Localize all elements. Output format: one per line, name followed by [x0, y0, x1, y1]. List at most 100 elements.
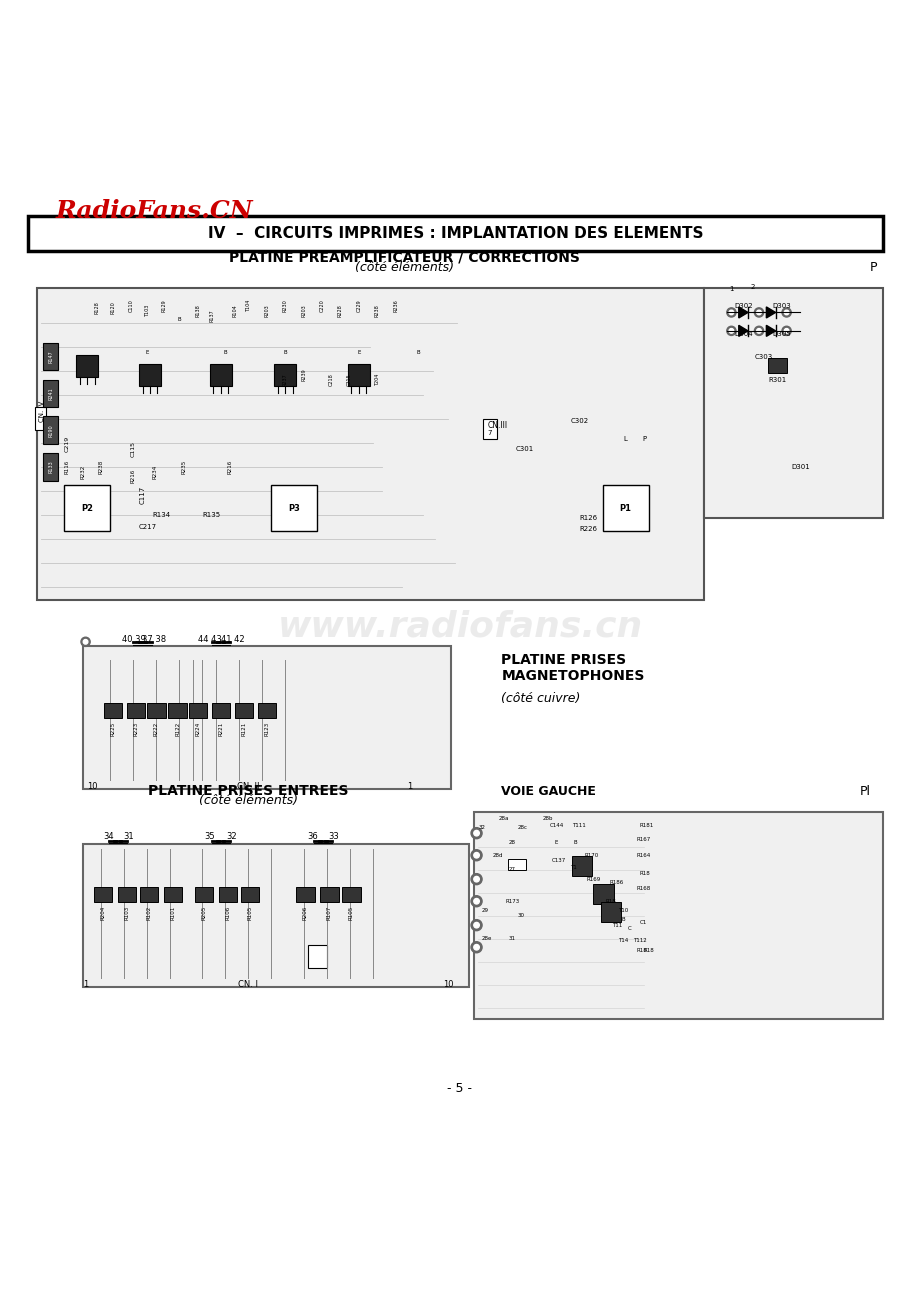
Bar — [127, 703, 145, 719]
Text: 28d: 28d — [492, 853, 502, 858]
Circle shape — [784, 328, 789, 333]
Text: R236: R236 — [392, 299, 398, 312]
Text: (côté éléments): (côté éléments) — [355, 260, 454, 273]
Text: E: E — [357, 349, 360, 354]
Text: 31: 31 — [123, 832, 134, 841]
Circle shape — [473, 898, 479, 904]
Text: R221: R221 — [218, 723, 223, 737]
Text: VOIE GAUCHE: VOIE GAUCHE — [501, 785, 596, 798]
Circle shape — [473, 853, 479, 858]
Circle shape — [471, 919, 482, 931]
Circle shape — [756, 310, 761, 315]
Bar — [211, 703, 230, 719]
Text: P: P — [641, 436, 645, 443]
Bar — [104, 703, 122, 719]
Text: C301: C301 — [515, 445, 533, 452]
Text: R18: R18 — [636, 948, 647, 953]
Bar — [94, 888, 112, 902]
Text: R122: R122 — [175, 723, 180, 737]
Text: R169: R169 — [586, 876, 600, 881]
Text: C215: C215 — [346, 374, 352, 385]
Text: R225: R225 — [110, 723, 116, 737]
Text: R226: R226 — [579, 526, 597, 531]
Text: R106: R106 — [225, 906, 231, 921]
Text: R129: R129 — [161, 299, 166, 312]
Circle shape — [754, 307, 763, 318]
Text: D301: D301 — [790, 464, 809, 470]
Text: R138: R138 — [195, 305, 200, 316]
Text: R228: R228 — [337, 305, 343, 316]
Text: R223: R223 — [133, 723, 139, 737]
Text: 2: 2 — [750, 284, 754, 289]
Text: R167: R167 — [636, 837, 650, 842]
Bar — [195, 888, 213, 902]
Text: 10: 10 — [86, 781, 97, 790]
Bar — [83, 844, 469, 987]
Bar — [188, 703, 207, 719]
Text: 7: 7 — [487, 430, 492, 436]
Text: T1: T1 — [570, 865, 576, 870]
Text: R205: R205 — [201, 906, 207, 921]
Bar — [703, 288, 882, 518]
Text: T14: T14 — [618, 939, 628, 944]
Text: R186: R186 — [608, 880, 622, 885]
Text: 32: 32 — [478, 825, 485, 831]
Circle shape — [471, 874, 482, 884]
Circle shape — [729, 328, 733, 333]
Text: 44 43: 44 43 — [198, 634, 221, 643]
Text: 32: 32 — [226, 832, 237, 841]
Circle shape — [473, 944, 479, 950]
Circle shape — [473, 922, 479, 928]
Text: R105: R105 — [247, 906, 253, 921]
Text: C117: C117 — [140, 486, 145, 504]
Text: R134: R134 — [152, 512, 170, 518]
Text: 35: 35 — [204, 832, 215, 841]
Circle shape — [473, 876, 479, 881]
Bar — [35, 408, 46, 430]
Text: C217: C217 — [138, 523, 156, 530]
Text: R123: R123 — [264, 723, 269, 737]
Bar — [43, 453, 58, 480]
Text: T111: T111 — [572, 823, 585, 828]
Circle shape — [473, 831, 479, 836]
Text: 27: 27 — [508, 867, 516, 872]
Text: www.radiofans.cn: www.radiofans.cn — [277, 609, 642, 643]
Text: P1: P1 — [618, 504, 631, 513]
Text: R101: R101 — [170, 906, 176, 921]
Bar — [257, 703, 276, 719]
Text: R173: R173 — [505, 898, 519, 904]
Text: R137: R137 — [209, 309, 214, 322]
Text: PLATINE PREAMPLIFICATEUR / CORRECTIONS: PLATINE PREAMPLIFICATEUR / CORRECTIONS — [229, 250, 580, 264]
Circle shape — [729, 310, 733, 315]
Bar — [76, 354, 98, 376]
Text: R18: R18 — [643, 948, 654, 953]
Circle shape — [754, 327, 763, 336]
Text: 30: 30 — [517, 914, 525, 918]
Text: C302: C302 — [570, 418, 588, 424]
Text: (côté cuivre): (côté cuivre) — [501, 693, 580, 706]
Bar — [296, 888, 314, 902]
Text: P: P — [868, 260, 876, 273]
Bar — [168, 703, 187, 719]
Text: R168: R168 — [636, 885, 650, 891]
Text: C219: C219 — [64, 436, 70, 452]
Text: P2: P2 — [81, 504, 94, 513]
Polygon shape — [766, 307, 775, 318]
Text: R18: R18 — [639, 871, 650, 876]
Text: CN.III: CN.III — [487, 421, 507, 430]
Text: T10: T10 — [618, 907, 628, 913]
Text: R104: R104 — [232, 305, 237, 316]
Text: 28: 28 — [508, 840, 516, 845]
Text: R230: R230 — [282, 299, 288, 312]
Bar — [274, 365, 296, 385]
Text: P3: P3 — [289, 504, 300, 513]
Bar — [473, 812, 882, 1019]
Text: R235: R235 — [181, 460, 187, 474]
Text: R238: R238 — [374, 305, 380, 316]
Text: D305: D305 — [772, 331, 790, 337]
Bar — [83, 646, 450, 789]
Text: E: E — [145, 349, 149, 354]
Bar — [234, 703, 253, 719]
Text: B: B — [223, 349, 227, 354]
Text: 33: 33 — [328, 832, 339, 841]
